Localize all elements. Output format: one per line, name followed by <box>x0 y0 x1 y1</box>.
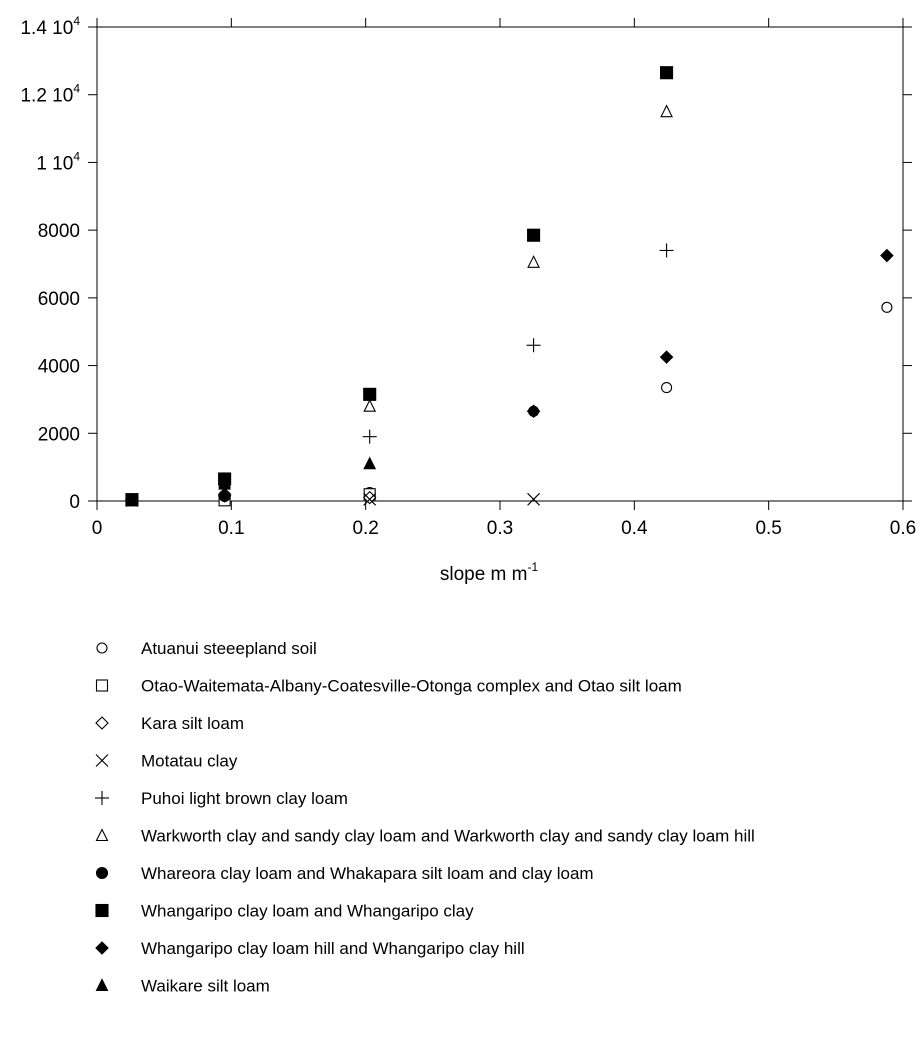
y-tick-label: 0 <box>69 492 80 513</box>
data-point <box>880 248 894 263</box>
x-axis-title: slope m m-1 <box>440 560 539 585</box>
legend-marker <box>96 642 108 654</box>
series-7 <box>125 489 231 506</box>
legend-item: Kara silt loam <box>95 714 244 733</box>
y-tick-label: 1.4 104 <box>20 14 80 39</box>
x-axis-title-text: slope m m <box>440 564 528 585</box>
legend-marker <box>95 903 109 918</box>
data-point <box>362 429 377 444</box>
legend-item: Warkworth clay and sandy clay loam and W… <box>95 827 755 846</box>
data-point <box>217 487 232 502</box>
y-tick-label: 8000 <box>38 221 80 242</box>
legend: Atuanui steeepland soil Otao-Waitemata-Al… <box>95 639 755 996</box>
legend-item: Whangaripo clay loam and Whangaripo clay <box>95 902 474 921</box>
legend-label: Puhoi light brown clay loam <box>141 789 348 808</box>
legend-marker <box>95 716 109 730</box>
legend-marker <box>95 754 109 767</box>
legend-label: Whangaripo clay loam and Whangaripo clay <box>141 902 474 921</box>
legend-label: Motatau clay <box>141 752 238 771</box>
series-4 <box>125 492 540 508</box>
x-tick-label: 0.2 <box>352 518 378 539</box>
legend-marker <box>95 978 109 992</box>
y-tick-label: 1.2 104 <box>20 82 80 107</box>
legend-label: Kara silt loam <box>141 714 244 733</box>
series-1 <box>126 301 893 506</box>
series-10 <box>125 456 377 506</box>
legend-label: Whareora clay loam and Whakapara silt lo… <box>141 864 594 883</box>
data-point <box>527 228 541 242</box>
legend-label: Warkworth clay and sandy clay loam and W… <box>141 827 755 846</box>
y-tick-label-text: 1.4 10 <box>20 18 73 39</box>
legend-marker <box>95 679 109 692</box>
plot-frame <box>96 26 904 502</box>
y-tick-label-text: 8000 <box>38 221 80 242</box>
series-6 <box>125 104 673 506</box>
data-point <box>363 387 377 401</box>
series-9 <box>125 248 894 507</box>
series-8 <box>125 66 674 507</box>
data-point <box>527 492 540 506</box>
legend-label: Whangaripo clay loam hill and Whangaripo… <box>141 939 525 958</box>
y-tick-label: 1 104 <box>36 149 80 174</box>
legend-label: Otao-Waitemata-Albany-Coatesville-Otonga… <box>141 677 682 696</box>
data-points <box>125 66 894 508</box>
x-tick-label: 0.6 <box>890 518 916 539</box>
series-2 <box>125 488 376 507</box>
legend-item: Puhoi light brown clay loam <box>95 789 348 808</box>
data-point <box>125 492 139 506</box>
legend-item: Otao-Waitemata-Albany-Coatesville-Otonga… <box>95 677 682 696</box>
data-point <box>881 301 893 313</box>
legend-item: Atuanui steeepland soil <box>96 639 317 658</box>
y-tick-label-text: 6000 <box>38 289 80 310</box>
data-point <box>363 456 377 470</box>
legend-marker <box>95 828 109 842</box>
legend-item: Whareora clay loam and Whakapara silt lo… <box>95 864 594 883</box>
data-point <box>659 243 674 258</box>
data-point <box>659 350 674 364</box>
data-point <box>526 404 541 419</box>
data-point <box>363 492 377 506</box>
legend-label: Atuanui steeepland soil <box>141 639 317 658</box>
y-tick-label-superscript: 4 <box>73 14 80 28</box>
x-tick-label: 0.1 <box>218 518 244 539</box>
legend-label: Waikare silt loam <box>141 977 270 996</box>
legend-marker <box>95 866 109 880</box>
data-point <box>660 104 673 118</box>
x-tick-label: 0 <box>92 518 103 539</box>
y-tick-label: 6000 <box>38 289 80 310</box>
series-3 <box>125 489 377 507</box>
x-tick-label: 0.5 <box>755 518 781 539</box>
y-tick-label-superscript: 4 <box>73 82 80 96</box>
data-point <box>527 255 540 268</box>
data-point <box>660 66 674 80</box>
data-point <box>218 476 232 490</box>
x-tick-label: 0.4 <box>621 518 648 539</box>
x-axis-title-superscript: -1 <box>527 560 538 574</box>
y-tick-label-text: 1.2 10 <box>20 86 73 107</box>
y-tick-label-text: 1 10 <box>36 153 73 174</box>
y-tick-label: 2000 <box>38 424 80 445</box>
legend-marker <box>95 941 109 955</box>
y-tick-label: 4000 <box>38 357 80 378</box>
legend-item: Motatau clay <box>95 752 238 771</box>
legend-item: Waikare silt loam <box>95 977 270 996</box>
data-point <box>526 338 541 353</box>
legend-marker <box>95 791 109 805</box>
x-tick-label: 0.3 <box>487 518 513 539</box>
y-tick-label-text: 2000 <box>38 424 80 445</box>
y-tick-label-text: 4000 <box>38 357 80 378</box>
y-tick-label-superscript: 4 <box>73 149 80 163</box>
series-5 <box>362 243 674 444</box>
x-axis-ticks: 0 0.1 0.2 0.3 0.4 0.5 0.6 <box>92 18 916 539</box>
data-point <box>661 382 673 394</box>
y-tick-label-text: 0 <box>69 492 80 513</box>
legend-item: Whangaripo clay loam hill and Whangaripo… <box>95 939 525 958</box>
data-point <box>363 398 377 412</box>
